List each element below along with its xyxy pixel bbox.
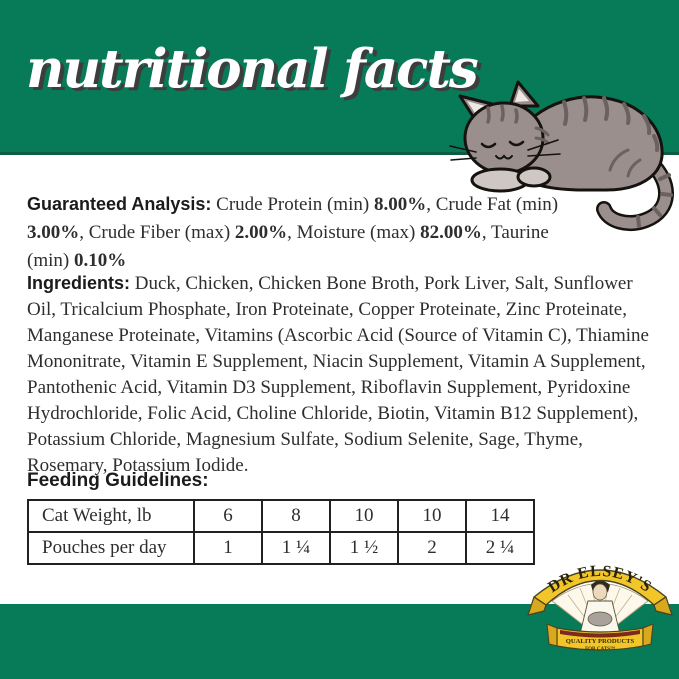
page-title: nutritional facts bbox=[26, 38, 479, 100]
brand-logo: DR ELSEY'S QUALITY PRODUCTS FOR CATS™ bbox=[527, 554, 673, 656]
dr-elseys-logo-icon: DR ELSEY'S QUALITY PRODUCTS FOR CATS™ bbox=[527, 563, 673, 652]
logo-tagline-line1: QUALITY PRODUCTS bbox=[566, 638, 635, 645]
cat-illustration bbox=[448, 80, 679, 232]
sleeping-cat-icon bbox=[449, 80, 674, 231]
table-cell: 1 bbox=[193, 531, 263, 565]
ingredients-label: Ingredients: bbox=[27, 273, 131, 293]
feeding-guidelines-heading: Feeding Guidelines: bbox=[27, 470, 209, 491]
table-cell: 10 bbox=[329, 499, 399, 533]
table-cell: 2 ¼ bbox=[465, 531, 535, 565]
table-cell: 10 bbox=[397, 499, 467, 533]
table-cell: 2 bbox=[397, 531, 467, 565]
guaranteed-analysis-section: Guaranteed Analysis: Crude Protein (min)… bbox=[27, 190, 593, 275]
logo-ribbon-stripe bbox=[560, 630, 640, 638]
row-label: Pouches per day bbox=[27, 531, 195, 565]
guaranteed-analysis-label: Guaranteed Analysis: bbox=[27, 194, 212, 214]
feeding-guidelines-table: Cat Weight, lb 6 8 10 10 14 Pouches per day 1 1 … bbox=[27, 499, 535, 565]
row-label: Cat Weight, lb bbox=[27, 499, 195, 533]
logo-tagline-line2: FOR CATS™ bbox=[585, 646, 615, 652]
ingredients-text: Duck, Chicken, Chicken Bone Broth, Pork … bbox=[27, 273, 649, 476]
table-cell: 1 ¼ bbox=[261, 531, 331, 565]
guaranteed-analysis-text: Crude Protein (min) 8.00%, Crude Fat (mi… bbox=[27, 194, 559, 271]
table-cell: 1 ½ bbox=[329, 531, 399, 565]
header-band bbox=[0, 0, 679, 155]
table-cell: 6 bbox=[193, 499, 263, 533]
table-cell: 14 bbox=[465, 499, 535, 533]
table-row: Cat Weight, lb 6 8 10 10 14 bbox=[27, 499, 535, 533]
ingredients-section: Ingredients: Duck, Chicken, Chicken Bone… bbox=[27, 270, 661, 479]
table-cell: 8 bbox=[261, 499, 331, 533]
